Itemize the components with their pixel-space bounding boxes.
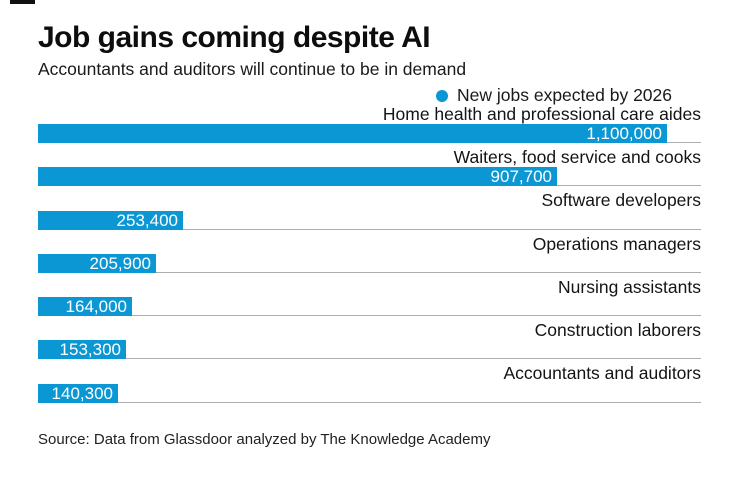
bar: 153,300: [38, 340, 126, 360]
source-note: Source: Data from Glassdoor analyzed by …: [38, 431, 491, 448]
bar: 907,700: [38, 167, 557, 187]
category-label: Nursing assistants: [558, 276, 701, 297]
bar-value-label: 140,300: [51, 383, 113, 403]
bar-chart-rows: Home health and professional care aides …: [38, 100, 701, 403]
category-label: Home health and professional care aides: [382, 103, 701, 124]
category-label: Waiters, food service and cooks: [453, 146, 701, 167]
category-label: Software developers: [541, 190, 701, 211]
bar-track: 205,900: [38, 253, 701, 273]
bar-track: 164,000: [38, 297, 701, 317]
bar-value-label: 1,100,000: [586, 124, 662, 143]
bar-row: Nursing assistants 164,000: [38, 273, 701, 317]
bar: 205,900: [38, 253, 156, 273]
bar-row: Waiters, food service and cooks 907,700: [38, 143, 701, 187]
chart-subtitle: Accountants and auditors will continue t…: [38, 59, 467, 79]
legend-dot-icon: [436, 89, 448, 102]
bar-value-label: 253,400: [116, 210, 178, 230]
bar-value-label: 907,700: [490, 167, 552, 187]
crop-mark: [10, 0, 35, 4]
bar-row: Operations managers 205,900: [38, 230, 701, 273]
bar-value-label: 205,900: [89, 253, 151, 273]
category-label: Accountants and auditors: [503, 363, 702, 384]
bar: 164,000: [38, 297, 132, 317]
bar-track: 253,400: [38, 210, 701, 230]
bar-row: Accountants and auditors 140,300: [38, 360, 701, 403]
bar-track: 140,300: [38, 383, 701, 403]
bar: 1,100,000: [38, 124, 667, 143]
bar: 140,300: [38, 383, 118, 403]
category-label: Construction laborers: [534, 320, 701, 341]
bar-row: Software developers 253,400: [38, 187, 701, 230]
bar-track: 1,100,000: [38, 124, 701, 143]
legend-label: New jobs expected by 2026: [457, 85, 672, 105]
bar-track: 907,700: [38, 167, 701, 187]
bar-value-label: 153,300: [59, 340, 121, 360]
bar: 253,400: [38, 210, 183, 230]
bar-row: Home health and professional care aides …: [38, 100, 701, 143]
bar-row: Construction laborers 153,300: [38, 316, 701, 360]
bar-track: 153,300: [38, 340, 701, 360]
category-label: Operations managers: [532, 233, 701, 254]
chart-title: Job gains coming despite AI: [38, 21, 431, 54]
bar-value-label: 164,000: [65, 297, 127, 317]
legend: New jobs expected by 2026: [436, 85, 672, 106]
